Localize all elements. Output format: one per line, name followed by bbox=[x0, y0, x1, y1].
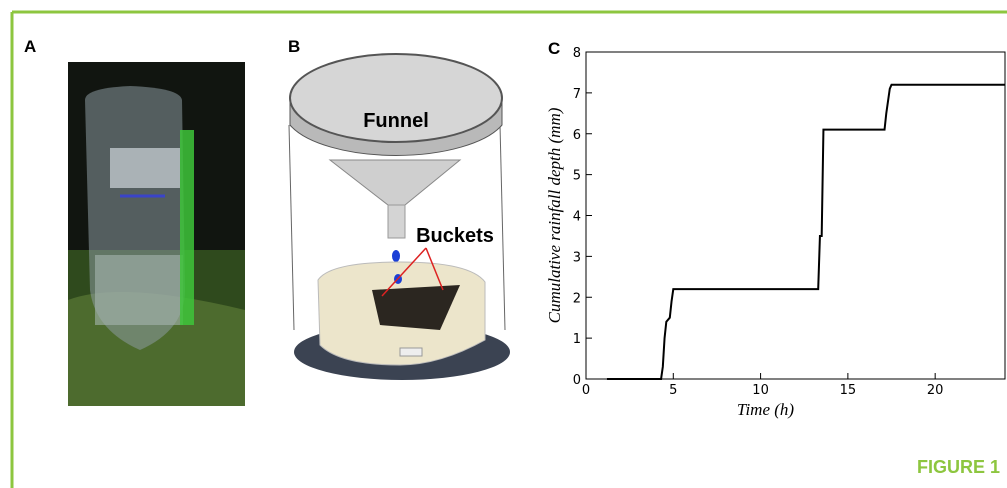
chart: C 0 5 10 15 20 0 1 2 3 4 5 6 7 8 Time (h) Cumulative rai… bbox=[545, 39, 1005, 419]
x-tick-label: 5 bbox=[669, 383, 677, 398]
y-tick-label: 7 bbox=[573, 87, 581, 102]
y-tick-label: 5 bbox=[573, 169, 581, 184]
x-tick-label: 0 bbox=[582, 383, 590, 398]
x-tick-label: 20 bbox=[927, 383, 944, 398]
y-tick-label: 3 bbox=[573, 250, 581, 265]
x-axis-label: Time (h) bbox=[737, 400, 794, 419]
y-tick-label: 2 bbox=[573, 291, 581, 306]
panel-label: A bbox=[24, 37, 36, 56]
y-tick-label: 8 bbox=[573, 46, 581, 61]
plot-frame bbox=[586, 52, 1005, 379]
y-tick-label: 0 bbox=[573, 373, 581, 388]
y-axis-label: Cumulative rainfall depth (mm) bbox=[545, 107, 564, 323]
data-line bbox=[607, 85, 1005, 379]
funnel-label: Funnel bbox=[363, 110, 429, 132]
figure: FIGURE 1 A B Funnel Buckets C 0 5 10 15 20 0 1 2… bbox=[0, 0, 1007, 488]
y-tick-label: 4 bbox=[573, 210, 581, 225]
figure-label: FIGURE 1 bbox=[917, 457, 1000, 477]
y-tick-label: 1 bbox=[573, 332, 581, 347]
x-tick-label: 15 bbox=[840, 383, 857, 398]
y-tick-label: 6 bbox=[573, 128, 581, 143]
diagram bbox=[289, 54, 510, 380]
x-tick-label: 10 bbox=[752, 383, 769, 398]
buckets-label: Buckets bbox=[416, 225, 494, 247]
panel-label: C bbox=[548, 39, 560, 58]
panel-label: B bbox=[288, 37, 300, 56]
photo bbox=[68, 62, 245, 406]
